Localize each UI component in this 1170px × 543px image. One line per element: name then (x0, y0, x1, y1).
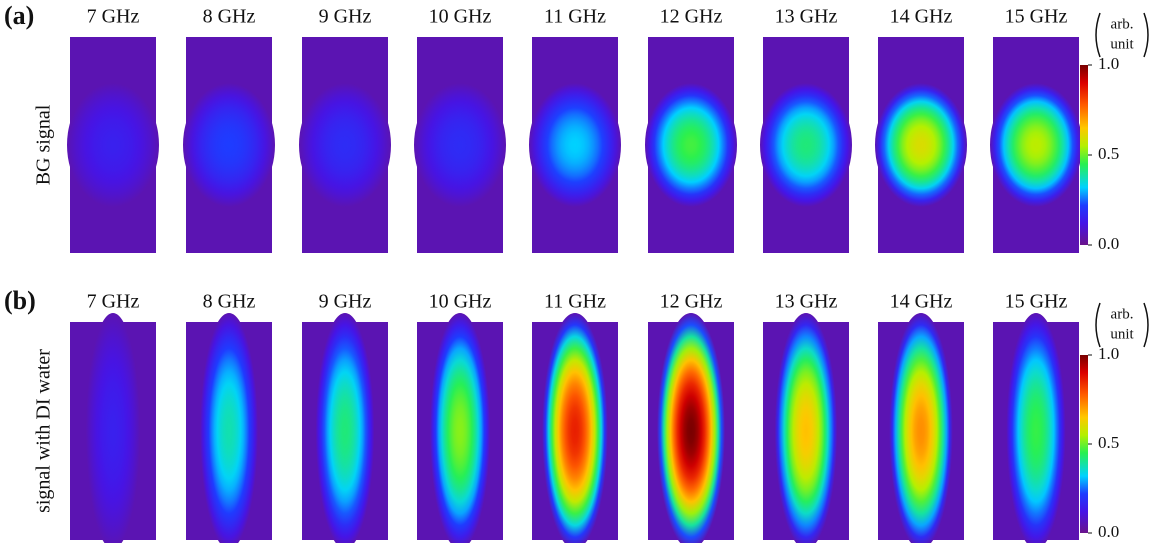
unit-label: arb. (1111, 16, 1134, 32)
frequency-label: 10 GHz (429, 6, 492, 28)
panel-label: (a) (4, 1, 34, 30)
frequency-label: 7 GHz (87, 291, 140, 313)
frequency-label: 11 GHz (544, 291, 606, 313)
y-axis-label: signal with DI water (33, 349, 55, 513)
colorbar-tick-label: 0.5 (1098, 433, 1119, 452)
heatmap-spot (529, 83, 621, 207)
heatmap-spot (760, 83, 852, 207)
heatmap-spot (414, 83, 506, 207)
frequency-label: 15 GHz (1005, 291, 1068, 313)
heatmap-spot (199, 313, 259, 543)
y-axis-label: BG signal (33, 104, 55, 185)
colorbar-tick-label: 0.0 (1098, 522, 1119, 541)
heatmap-spot (645, 83, 737, 207)
frequency-label: 10 GHz (429, 291, 492, 313)
heatmap-spot (183, 83, 275, 207)
heatmap-spot (1006, 313, 1066, 543)
unit-bracket (1143, 12, 1149, 58)
unit-label: unit (1110, 36, 1134, 52)
frequency-label: 12 GHz (660, 6, 723, 28)
frequency-label: 8 GHz (203, 291, 256, 313)
unit-bracket (1095, 12, 1101, 58)
frequency-label: 9 GHz (319, 6, 372, 28)
heatmap-spot (774, 313, 838, 543)
heatmap-spot (85, 313, 141, 543)
heatmap-spot (67, 83, 159, 207)
frequency-label: 14 GHz (890, 291, 953, 313)
frequency-label: 13 GHz (775, 6, 838, 28)
colorbar (1080, 65, 1088, 245)
colorbar-tick-label: 0.5 (1098, 144, 1119, 163)
heatmap-spot (429, 313, 491, 543)
frequency-label: 13 GHz (775, 291, 838, 313)
panel-label: (b) (4, 286, 36, 315)
frequency-label: 7 GHz (87, 6, 140, 28)
frequency-label: 15 GHz (1005, 6, 1068, 28)
heatmap-spot (990, 83, 1082, 207)
heatmap-spot (889, 313, 953, 543)
unit-label: unit (1110, 326, 1134, 342)
frequency-label: 12 GHz (660, 291, 723, 313)
frequency-label: 9 GHz (319, 291, 372, 313)
colorbar-tick-label: 1.0 (1098, 344, 1119, 363)
heatmap-spot (299, 83, 391, 207)
heatmap-spot (657, 313, 725, 543)
colorbar-tick-label: 1.0 (1098, 54, 1119, 73)
unit-bracket (1095, 302, 1101, 348)
heatmap-spot (315, 313, 375, 543)
frequency-label: 11 GHz (544, 6, 606, 28)
colorbar (1080, 355, 1088, 533)
colorbar-tick-label: 0.0 (1098, 234, 1119, 253)
frequency-label: 8 GHz (203, 6, 256, 28)
unit-bracket (1143, 302, 1149, 348)
frequency-label: 14 GHz (890, 6, 953, 28)
heatmap-spot (875, 83, 967, 207)
heatmap-spot (542, 313, 608, 543)
unit-label: arb. (1111, 306, 1134, 322)
